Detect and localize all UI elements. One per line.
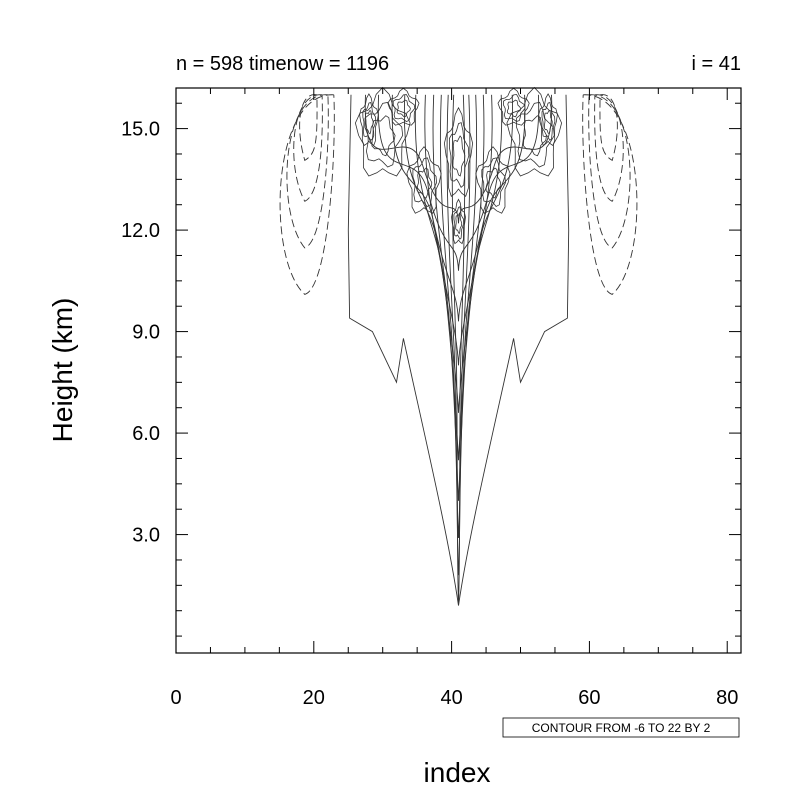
y-tick-label: 6.0	[132, 423, 160, 445]
contour-line-negative	[594, 94, 624, 202]
contour-line-positive	[391, 94, 526, 322]
x-tick-labels: 0 20 40 60 80	[170, 687, 738, 709]
contour-line-upper	[452, 135, 466, 177]
contour-line-positive	[377, 94, 540, 271]
contour-line-upper	[541, 101, 556, 141]
contour-line-upper	[453, 206, 465, 240]
contour-lines	[279, 86, 638, 606]
contour-line-upper	[364, 109, 374, 135]
x-tick-label: 0	[170, 687, 181, 709]
y-tick-label: 15.0	[121, 119, 160, 141]
y-axis-title: Height (km)	[47, 298, 78, 443]
contour-line-upper	[506, 99, 522, 118]
x-tick-label: 60	[578, 687, 600, 709]
contour-line-upper	[362, 101, 377, 141]
title-left: n = 598 timenow = 1196	[176, 53, 389, 75]
contour-line-negative	[279, 94, 335, 295]
contour-line-positive	[414, 94, 503, 413]
contour-line-upper	[538, 93, 558, 147]
contour-line-upper	[523, 115, 548, 157]
contour-line-upper	[359, 93, 379, 147]
contour-line-upper	[485, 167, 502, 199]
contour-line-upper	[543, 109, 553, 135]
contour-line-upper	[412, 157, 438, 208]
contour-line-negative	[293, 94, 323, 202]
contour-line-upper	[481, 157, 506, 208]
contour-line-upper	[392, 94, 416, 122]
contour-info-box	[502, 717, 740, 738]
y-tick-label: 3.0	[132, 525, 160, 547]
contour-line-positive	[347, 94, 570, 606]
contour-line-upper	[416, 167, 433, 199]
title-right: i = 41	[692, 53, 741, 75]
contour-line-positive	[364, 94, 553, 224]
contour-line-upper	[406, 146, 442, 214]
contour-line-positive	[424, 94, 493, 461]
contour-line-negative	[599, 94, 618, 162]
contour-line-upper	[443, 106, 474, 197]
plot-frame	[175, 87, 742, 654]
x-tick-label: 80	[716, 687, 738, 709]
contour-line-negative	[582, 94, 638, 295]
contour-line-upper	[354, 86, 411, 177]
contour-line-upper	[387, 87, 420, 126]
contour-info-label: CONTOUR FROM -6 TO 22 BY 2	[532, 721, 711, 735]
x-axis-title: index	[424, 757, 491, 788]
contour-line-positive	[451, 94, 466, 603]
contour-line-upper	[396, 99, 411, 118]
contour-line-upper	[497, 87, 530, 126]
y-tick-label: 12.0	[121, 220, 160, 242]
contour-line-upper	[451, 198, 466, 245]
contour-line-upper	[455, 212, 463, 235]
y-tick-label: 9.0	[132, 322, 160, 344]
contour-line-upper	[371, 115, 396, 157]
contour-line-upper	[475, 146, 511, 214]
contour-line-negative	[299, 94, 318, 162]
contour-line-positive	[403, 94, 514, 366]
y-tick-labels: 3.0 6.0 9.0 12.0 15.0	[121, 119, 160, 547]
contour-line-positive	[439, 94, 478, 539]
x-tick-label: 20	[303, 687, 325, 709]
contour-line-upper	[506, 86, 563, 177]
x-tick-label: 40	[440, 687, 462, 709]
contour-line-upper	[503, 94, 526, 122]
contour-line-upper	[449, 122, 470, 188]
